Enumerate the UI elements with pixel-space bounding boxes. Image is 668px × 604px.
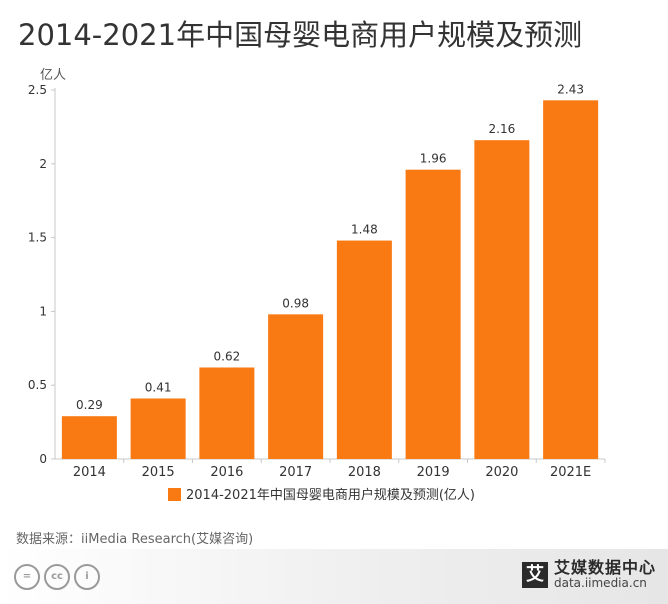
bar-2021E — [543, 100, 599, 459]
data-label: 2.16 — [489, 122, 516, 136]
x-tick-label: 2021E — [550, 465, 591, 480]
y-axis-unit-label: 亿人 — [40, 68, 66, 83]
bar-chart: 亿人 0 0.5 1 1.5 2 2.5 0.29 2014 0.41 2015 0.62 2016 0.… — [28, 68, 606, 503]
bar-2020 — [474, 140, 530, 459]
bar-2018 — [336, 240, 392, 459]
legend-label: 2014-2021年中国母婴电商用户规模及预测(亿人) — [186, 487, 475, 503]
brand-logo-icon: 艾 — [521, 561, 548, 588]
data-label: 1.96 — [420, 152, 447, 166]
equals-icon: = — [14, 564, 40, 590]
x-tick-label: 2017 — [279, 465, 312, 480]
brand-name: 艾媒数据中心 — [553, 558, 656, 577]
x-tick-label: 2014 — [73, 465, 106, 480]
data-label: 0.41 — [145, 380, 172, 394]
footer-band — [0, 549, 668, 604]
y-tick-label: 0 — [39, 452, 47, 466]
cc-icon: cc — [44, 564, 70, 590]
data-label: 1.48 — [351, 223, 378, 237]
y-tick-label: 1.5 — [28, 231, 47, 245]
y-tick-label: 2 — [39, 157, 47, 171]
person-icon: i — [74, 564, 100, 590]
y-tick-label: 2.5 — [28, 83, 47, 97]
brand: 艾 艾媒数据中心 data.iimedia.cn — [521, 558, 656, 590]
x-tick-label: 2015 — [142, 465, 175, 480]
bar-2015 — [130, 398, 186, 459]
legend-swatch — [168, 488, 181, 501]
x-tick-label: 2019 — [417, 465, 450, 480]
chart-title: 2014-2021年中国母婴电商用户规模及预测 — [18, 18, 583, 52]
license-icons: = cc i — [14, 564, 100, 590]
data-label: 0.98 — [282, 296, 309, 310]
bar-2019 — [405, 169, 461, 460]
bar-2017 — [268, 314, 324, 459]
bar-2016 — [199, 367, 255, 459]
data-source: 数据来源：iiMedia Research(艾媒咨询) — [16, 532, 254, 547]
x-tick-label: 2018 — [348, 465, 381, 480]
brand-url: data.iimedia.cn — [553, 575, 647, 590]
y-tick-label: 1 — [39, 304, 47, 318]
x-tick-label: 2016 — [210, 465, 243, 480]
bar-2014 — [61, 416, 117, 459]
data-label: 2.43 — [557, 82, 584, 96]
y-tick-label: 0.5 — [28, 378, 47, 392]
x-tick-label: 2020 — [485, 465, 518, 480]
data-label: 0.62 — [214, 349, 241, 363]
data-label: 0.29 — [76, 398, 103, 412]
